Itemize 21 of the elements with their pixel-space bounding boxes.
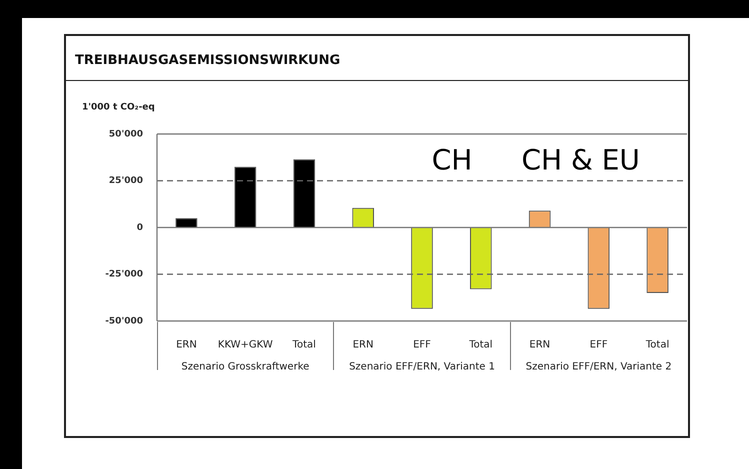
x-tick-label: ERN — [176, 340, 197, 351]
y-tick-label: 0 — [136, 222, 143, 233]
text: Szenario EFF/ERN, Variante 2 — [526, 362, 672, 373]
x-tick-label: EFF — [590, 340, 608, 351]
y-tick-label: -50'000 — [105, 316, 143, 326]
y-tick-label: 50'000 — [108, 129, 143, 140]
x-tick-label: Total — [468, 340, 493, 351]
y-tick-label: 25'000 — [108, 176, 143, 186]
annotation: CH — [432, 143, 472, 176]
y-axis-title: 1'000 t CO₂-eq — [82, 102, 155, 112]
annotation: CH & EU — [521, 143, 640, 176]
y-tick-label: -25'000 — [105, 270, 143, 280]
x-tick-label: ERN — [529, 340, 550, 351]
x-tick-label: ERN — [352, 340, 374, 351]
x-tick-label: KKW+GKW — [218, 340, 273, 351]
x-tick-label: EFF — [413, 340, 432, 351]
chart-title: TREIBHAUSGASEMISSIONSWIRKUNG — [66, 36, 688, 81]
x-tick-label: Total — [644, 340, 670, 351]
text: Szenario EFF/ERN, Variante 1 — [349, 362, 495, 373]
x-tick-label: Total — [292, 340, 316, 351]
text: Szenario Grosskraftwerke — [181, 362, 310, 373]
